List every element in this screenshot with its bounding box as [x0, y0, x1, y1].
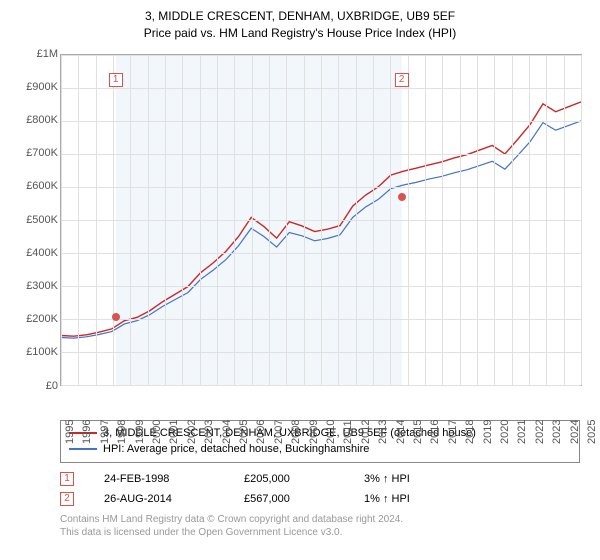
chart-subtitle: Price paid vs. HM Land Registry's House … [10, 25, 590, 42]
x-axis-label: 2014 [395, 419, 407, 443]
gridline-vertical [234, 55, 235, 385]
gridline-vertical [113, 55, 114, 385]
gridline-vertical [408, 55, 409, 385]
transaction-delta: 1% ↑ HPI [364, 493, 410, 505]
plot-area: 12 [60, 54, 582, 386]
x-axis-label: 2022 [534, 419, 546, 443]
transaction-badge: 1 [60, 472, 74, 486]
sale-marker-label: 2 [395, 73, 409, 87]
y-axis-label: £200K [8, 313, 58, 325]
y-axis-label: £600K [8, 180, 58, 192]
x-axis-label: 2024 [569, 419, 581, 443]
transaction-row: 1 24-FEB-1998 £205,000 3% ↑ HPI [60, 469, 580, 489]
gridline-vertical [286, 55, 287, 385]
y-axis-label: £900K [8, 81, 58, 93]
y-axis-label: £500K [8, 214, 58, 226]
y-axis-label: £400K [8, 247, 58, 259]
transaction-date: 26-AUG-2014 [104, 493, 214, 505]
sale-marker-label: 1 [109, 73, 123, 87]
gridline-vertical [356, 55, 357, 385]
transaction-badge: 2 [60, 492, 74, 506]
gridline-vertical [373, 55, 374, 385]
transaction-price: £567,000 [244, 493, 334, 505]
gridline-vertical [460, 55, 461, 385]
chart-title: 3, MIDDLE CRESCENT, DENHAM, UXBRIDGE, UB… [10, 8, 590, 25]
gridline-vertical [512, 55, 513, 385]
gridline-vertical [442, 55, 443, 385]
gridline-vertical [494, 55, 495, 385]
x-axis-label: 2009 [308, 419, 320, 443]
x-axis-label: 2002 [186, 419, 198, 443]
x-axis-label: 2013 [377, 419, 389, 443]
gridline-vertical [564, 55, 565, 385]
transaction-price: £205,000 [244, 473, 334, 485]
gridline-vertical [425, 55, 426, 385]
x-axis-label: 2020 [499, 419, 511, 443]
x-axis-label: 2019 [482, 419, 494, 443]
x-axis-label: 2003 [203, 419, 215, 443]
x-axis-label: 2025 [586, 419, 598, 443]
transactions-table: 1 24-FEB-1998 £205,000 3% ↑ HPI 2 26-AUG-2014… [60, 469, 580, 509]
transaction-row: 2 26-AUG-2014 £567,000 1% ↑ HPI [60, 489, 580, 509]
x-axis-label: 2015 [412, 419, 424, 443]
y-axis-label: £800K [8, 114, 58, 126]
x-axis-label: 2007 [273, 419, 285, 443]
x-axis-label: 2021 [516, 419, 528, 443]
chart-area: 12 £0£100K£200K£300K£400K£500K£600K£700K… [10, 46, 590, 416]
gridline-vertical [165, 55, 166, 385]
y-axis-label: £300K [8, 280, 58, 292]
footer-attribution: Contains HM Land Registry data © Crown c… [60, 513, 580, 539]
x-axis-label: 2023 [551, 419, 563, 443]
gridline-vertical [321, 55, 322, 385]
x-axis-label: 2006 [255, 419, 267, 443]
gridline-vertical [78, 55, 79, 385]
gridline-vertical [581, 55, 582, 385]
gridline-vertical [130, 55, 131, 385]
y-axis-label: £1M [8, 48, 58, 60]
transaction-date: 24-FEB-1998 [104, 473, 214, 485]
x-axis-label: 2008 [290, 419, 302, 443]
gridline-vertical [338, 55, 339, 385]
gridline-vertical [61, 55, 62, 385]
x-axis-label: 1996 [81, 419, 93, 443]
x-axis-label: 2005 [238, 419, 250, 443]
gridline-vertical [546, 55, 547, 385]
gridline-vertical [304, 55, 305, 385]
x-axis-label: 2004 [221, 419, 233, 443]
x-axis-label: 2010 [325, 419, 337, 443]
gridline-horizontal [61, 385, 581, 386]
gridline-vertical [529, 55, 530, 385]
gridline-vertical [148, 55, 149, 385]
gridline-vertical [200, 55, 201, 385]
x-axis-label: 1998 [116, 419, 128, 443]
x-axis-label: 2001 [168, 419, 180, 443]
legend-swatch [69, 448, 97, 450]
gridline-vertical [477, 55, 478, 385]
x-axis-label: 1999 [134, 419, 146, 443]
gridline-vertical [182, 55, 183, 385]
y-axis-label: £100K [8, 346, 58, 358]
gridline-vertical [217, 55, 218, 385]
gridline-vertical [96, 55, 97, 385]
footer-line2: This data is licensed under the Open Gov… [60, 526, 580, 539]
gridline-vertical [252, 55, 253, 385]
gridline-vertical [269, 55, 270, 385]
x-axis-label: 2016 [429, 419, 441, 443]
sale-marker-dot [398, 193, 406, 201]
y-axis-label: £700K [8, 147, 58, 159]
x-axis-label: 2017 [447, 419, 459, 443]
x-axis-label: 1995 [64, 419, 76, 443]
sale-marker-dot [112, 313, 120, 321]
footer-line1: Contains HM Land Registry data © Crown c… [60, 513, 580, 526]
x-axis-label: 2000 [151, 419, 163, 443]
x-axis-label: 2011 [342, 420, 354, 444]
y-axis-label: £0 [8, 380, 58, 392]
x-axis-label: 2012 [360, 419, 372, 443]
x-axis-label: 2018 [464, 419, 476, 443]
gridline-vertical [390, 55, 391, 385]
transaction-delta: 3% ↑ HPI [364, 473, 410, 485]
x-axis-label: 1997 [99, 419, 111, 443]
